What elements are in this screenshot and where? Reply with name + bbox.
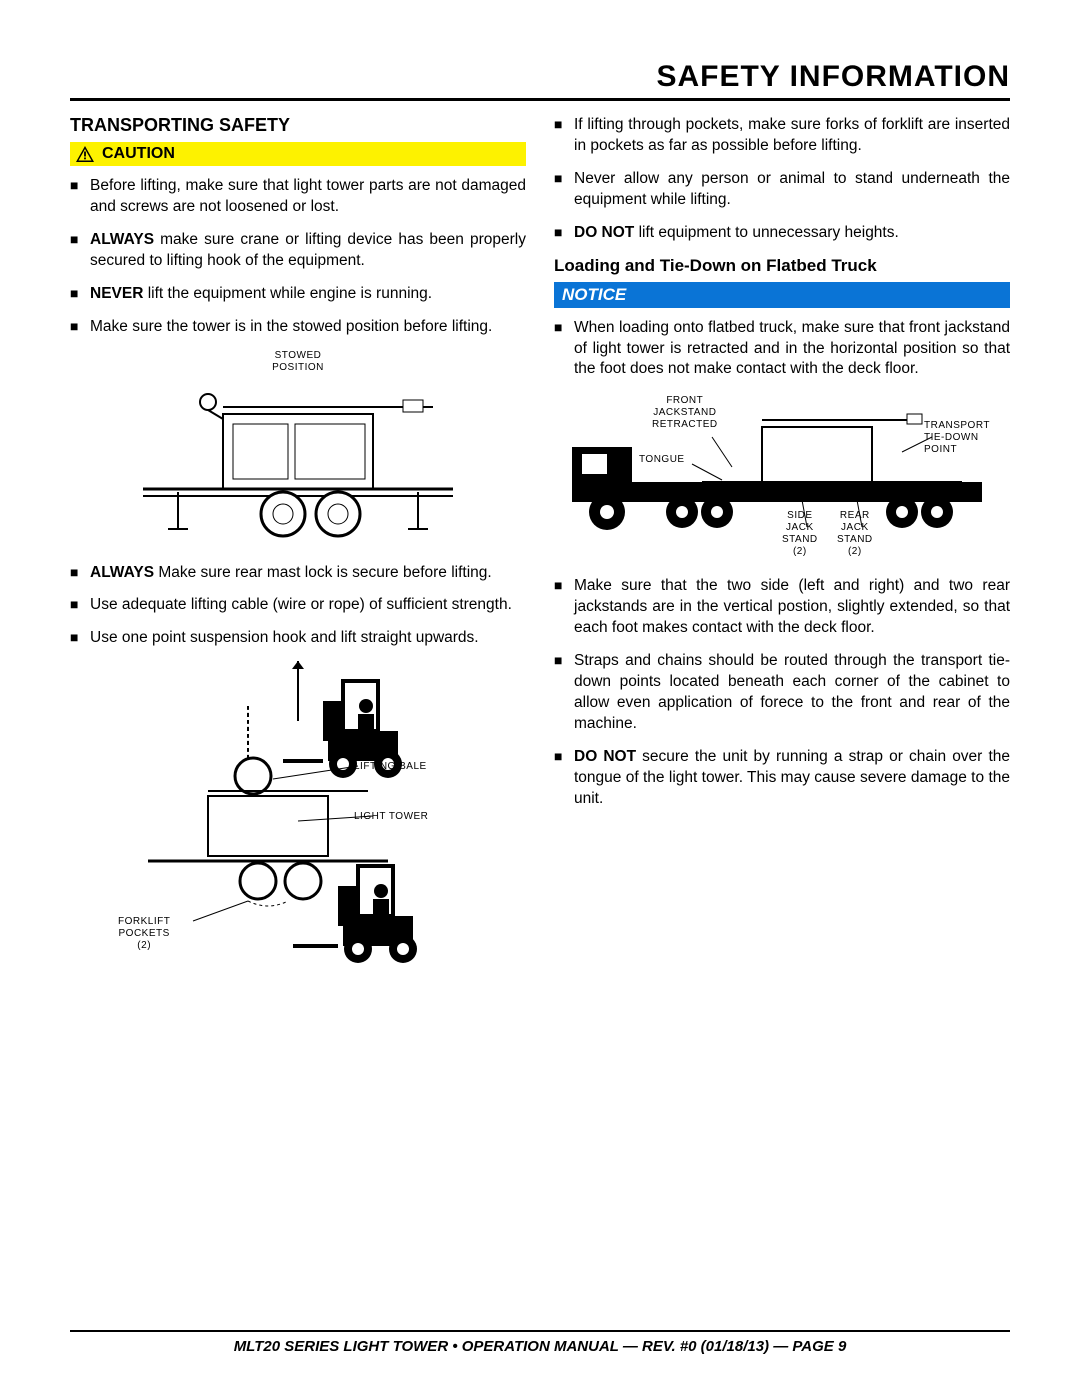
list-item: DO NOT secure the unit by running a stra… [554,747,1010,810]
page-footer: MLT20 SERIES LIGHT TOWER • OPERATION MAN… [70,1330,1010,1355]
bullets-top: If lifting through pockets, make sure fo… [554,115,1010,244]
list-item: Make sure the tower is in the stowed pos… [70,317,526,338]
figure-truck: FRONT JACKSTAND RETRACTED TONGUE TRANSPO… [554,392,1010,562]
label-light-tower: LIGHT TOWER [354,811,428,823]
label-tongue: TONGUE [639,454,685,466]
bullets-2: ALWAYS Make sure rear mast lock is secur… [70,563,526,650]
left-column: TRANSPORTING SAFETY CAUTION Before lifti… [70,115,526,985]
bullets-1: Before lifting, make sure that light tow… [70,176,526,338]
notice-bar: NOTICE [554,282,1010,308]
label-side-jack: SIDE JACK STAND (2) [782,510,818,558]
list-item: ALWAYS make sure crane or lifting device… [70,230,526,272]
list-item: Straps and chains should be routed throu… [554,651,1010,735]
caution-label: CAUTION [102,145,175,163]
figure-stowed: STOWED POSITION [70,350,526,549]
section-title: TRANSPORTING SAFETY [70,115,526,136]
list-item: NEVER lift the equipment while engine is… [70,284,526,305]
list-item: When loading onto flatbed truck, make su… [554,318,1010,381]
list-item: Before lifting, make sure that light tow… [70,176,526,218]
figure-lifting: LIFTING BALE LIGHT TOWER FORKLIFT POCKET… [70,661,526,971]
fig1-label: STOWED POSITION [70,350,526,374]
list-item: Use one point suspension hook and lift s… [70,628,526,649]
page-heading: SAFETY INFORMATION [70,60,1010,101]
list-item: Use adequate lifting cable (wire or rope… [70,595,526,616]
content-columns: TRANSPORTING SAFETY CAUTION Before lifti… [70,115,1010,985]
sub-title: Loading and Tie-Down on Flatbed Truck [554,256,1010,276]
list-item: Never allow any person or animal to stan… [554,169,1010,211]
label-lifting-bale: LIFTING BALE [354,761,427,773]
right-column: If lifting through pockets, make sure fo… [554,115,1010,985]
label-rear-jack: REAR JACK STAND (2) [837,510,873,558]
list-item: ALWAYS Make sure rear mast lock is secur… [70,563,526,584]
list-item: DO NOT lift equipment to unnecessary hei… [554,223,1010,244]
caution-bar: CAUTION [70,142,526,166]
list-item: Make sure that the two side (left and ri… [554,576,1010,639]
warning-icon [76,146,94,162]
list-item: If lifting through pockets, make sure fo… [554,115,1010,157]
bullets-bottom: Make sure that the two side (left and ri… [554,576,1010,809]
bullets-mid: When loading onto flatbed truck, make su… [554,318,1010,381]
stowed-diagram [133,374,463,544]
label-forklift-pockets: FORKLIFT POCKETS (2) [118,916,170,952]
label-transport: TRANSPORT TIE-DOWN POINT [924,420,990,456]
label-front-jackstand: FRONT JACKSTAND RETRACTED [652,395,718,431]
